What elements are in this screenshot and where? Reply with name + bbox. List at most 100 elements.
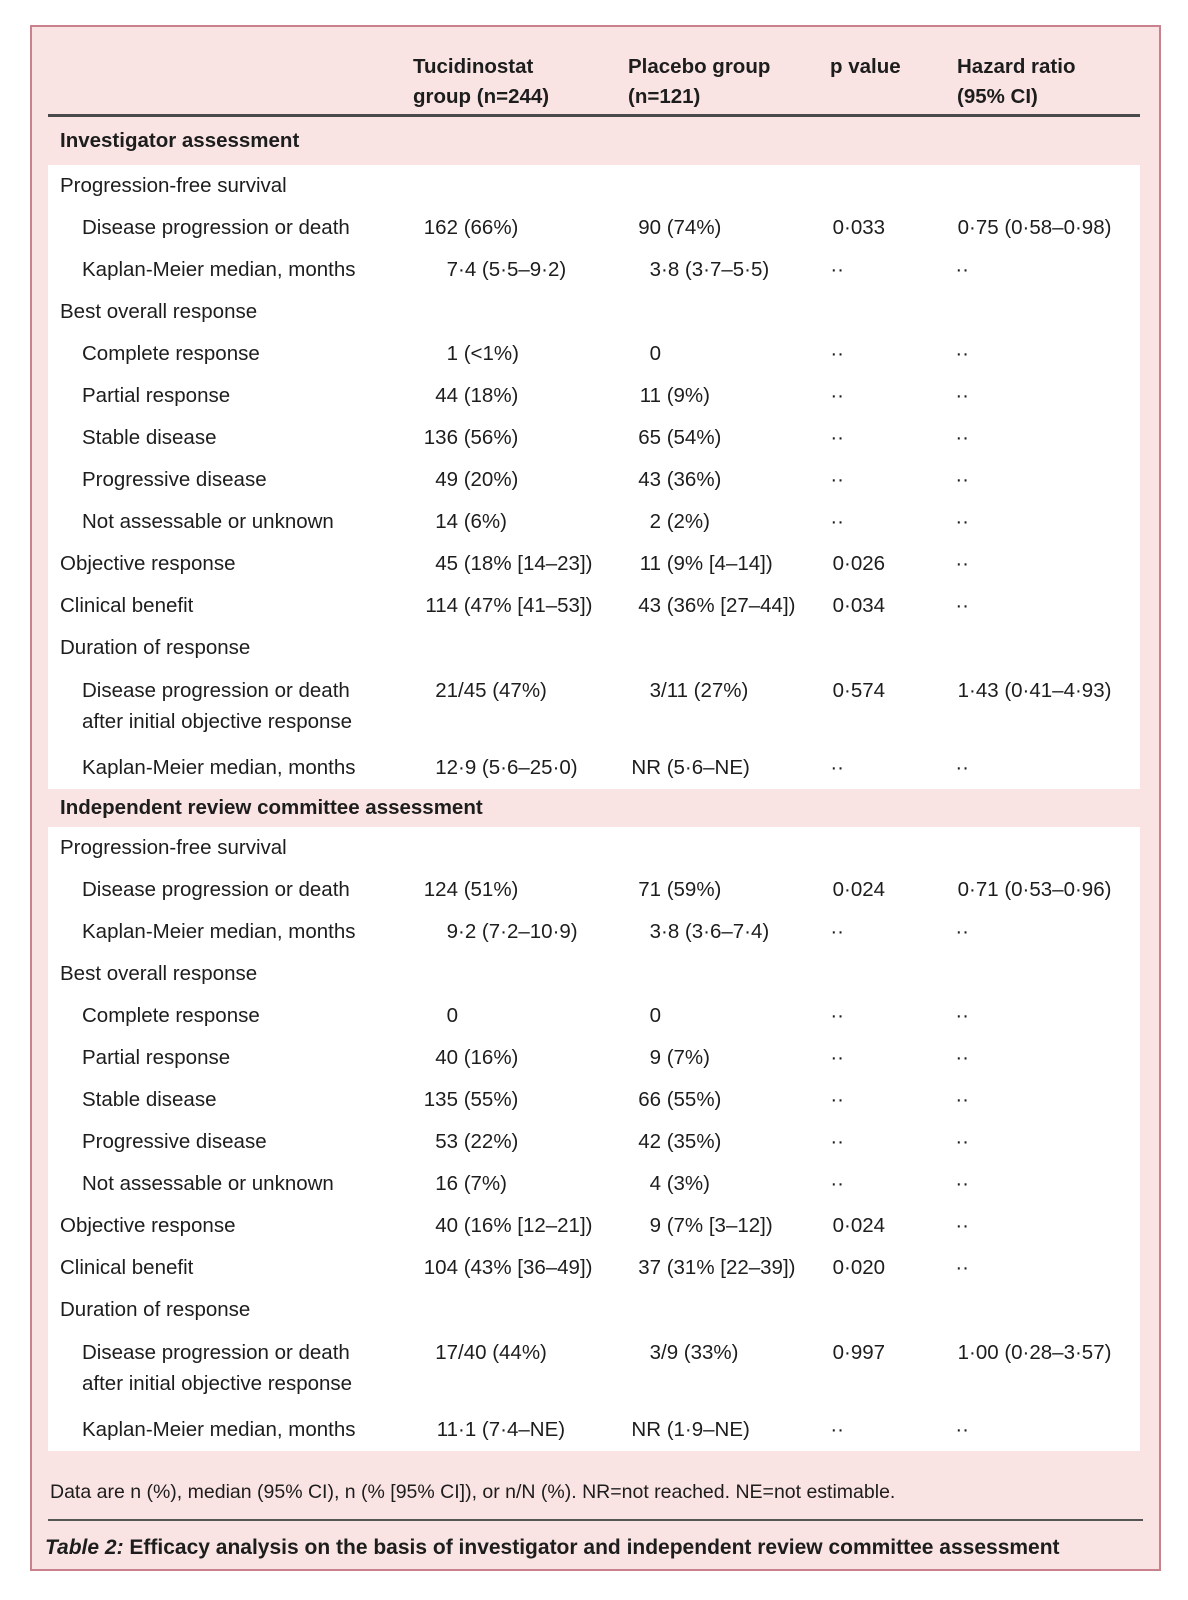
column-header-line: (n=121) — [628, 85, 701, 108]
row-label: Duration of response — [60, 1298, 400, 1322]
cell-value-rest: ·71 (0·53–0·96) — [969, 878, 1112, 901]
cell-value-aligned: 3 — [649, 920, 661, 943]
cell-value-aligned: ·· — [830, 1088, 844, 1111]
cell-value-aligned: ·· — [955, 1172, 969, 1195]
cell-value-rest: ·2 (7·2–10·9) — [458, 920, 578, 943]
table-cell: 43 (36% [27–44]) — [603, 594, 805, 618]
table-cell: 11 (9%) — [603, 384, 805, 408]
cell-value-rest: (9%) — [661, 384, 710, 407]
cell-value-rest: ·034 — [844, 594, 886, 617]
row-label: Clinical benefit — [60, 594, 400, 618]
row-label: Stable disease — [60, 1088, 400, 1112]
table-cell: 114 (47% [41–53]) — [400, 594, 603, 618]
row-label-line: Progression-free survival — [60, 836, 287, 859]
table-cell: 21/45 (47%) — [400, 669, 603, 706]
cell-value-rest: (6%) — [458, 510, 507, 533]
cell-value-aligned: 2 — [649, 510, 661, 533]
group-row: Duration of response — [48, 1289, 1140, 1331]
cell-value-rest: ·75 (0·58–0·98) — [969, 216, 1112, 239]
cell-value-aligned: 42 — [638, 1130, 661, 1153]
table-caption-text: Efficacy analysis on the basis of invest… — [123, 1536, 1060, 1559]
cell-value-rest: /45 (47%) — [458, 679, 547, 702]
table-cell: 0·034 — [805, 594, 925, 618]
cell-value-aligned: 0 — [649, 342, 661, 365]
cell-value-aligned: 53 — [435, 1130, 458, 1153]
row-label-line: Kaplan-Meier median, months — [82, 258, 356, 281]
cell-value-aligned: ·· — [955, 384, 969, 407]
cell-value-aligned: 135 — [423, 1088, 458, 1111]
cell-value-aligned: 3 — [649, 1341, 661, 1364]
cell-value-rest: (20%) — [458, 468, 519, 491]
cell-value-rest: (51%) — [458, 878, 519, 901]
row-label: Complete response — [60, 342, 400, 366]
cell-value-rest: (55%) — [661, 1088, 722, 1111]
row-label-line: Disease progression or death — [82, 1341, 350, 1364]
table-cell: 0·024 — [805, 878, 925, 902]
cell-value-rest: /9 (33%) — [661, 1341, 739, 1364]
table-footnote: Data are n (%), median (95% CI), n (% [9… — [50, 1481, 896, 1503]
cell-value-aligned: 104 — [423, 1256, 458, 1279]
table-panel: Tucidinostat group (n=244) Placebo group… — [30, 25, 1161, 1571]
cell-value-aligned: 0 — [832, 1341, 844, 1364]
table-cell: 0 — [603, 342, 805, 366]
table-cell: ·· — [805, 1418, 925, 1442]
table-cell: ·· — [925, 1046, 1140, 1070]
cell-value-aligned: 0 — [832, 216, 844, 239]
table-row: Not assessable or unknown 16 (7%) 4 (3%) ··… — [48, 1163, 1140, 1205]
cell-value-rest: (16% [12–21]) — [458, 1214, 593, 1237]
table-cell: 9·2 (7·2–10·9) — [400, 920, 603, 944]
cell-value-aligned: 43 — [638, 594, 661, 617]
row-label: Complete response — [60, 1004, 400, 1028]
cell-value-aligned: 0 — [649, 1004, 661, 1027]
table-cell: 17/40 (44%) — [400, 1331, 603, 1368]
table-row: Disease progression or death 124 (51%) 71 … — [48, 869, 1140, 911]
column-header-empty — [60, 52, 400, 114]
table-cell: 3/9 (33%) — [603, 1331, 805, 1368]
row-label-line: Progression-free survival — [60, 174, 287, 197]
cell-value-aligned: 0 — [832, 679, 844, 702]
cell-value-aligned: ·· — [830, 1418, 844, 1441]
table-row: Kaplan-Meier median, months 7·4 (5·5–9·2)… — [48, 249, 1140, 291]
row-label: Progressive disease — [60, 1130, 400, 1154]
table-caption: Table 2: Efficacy analysis on the basis … — [32, 1533, 1159, 1563]
table-cell: 9 (7% [3–12]) — [603, 1214, 805, 1238]
cell-value-aligned: ·· — [955, 1130, 969, 1153]
row-label: Kaplan-Meier median, months — [60, 756, 400, 780]
row-label: Best overall response — [60, 300, 400, 324]
table-cell: 136 (56%) — [400, 426, 603, 450]
table-row: Stable disease 136 (56%) 65 (54%) ·· ·· — [48, 417, 1140, 459]
cell-value-aligned: 136 — [423, 426, 458, 449]
table-cell: 3/11 (27%) — [603, 669, 805, 706]
cell-value-rest: (2%) — [661, 510, 710, 533]
cell-value-aligned: 17 — [435, 1341, 458, 1364]
table-cell: 104 (43% [36–49]) — [400, 1256, 603, 1280]
cell-value-aligned: ·· — [830, 510, 844, 533]
row-label-line: Stable disease — [82, 426, 217, 449]
row-label-line: Kaplan-Meier median, months — [82, 756, 356, 779]
column-header-line: p value — [830, 55, 901, 78]
cell-value-aligned: 71 — [638, 878, 661, 901]
table-cell: 53 (22%) — [400, 1130, 603, 1154]
cell-value-rest: (36%) — [661, 468, 722, 491]
table-row: Complete response 0 0 ·· ·· — [48, 995, 1140, 1037]
cell-value-aligned: 3 — [649, 258, 661, 281]
cell-value-aligned: 37 — [638, 1256, 661, 1279]
cell-value-rest: (47% [41–53]) — [458, 594, 593, 617]
cell-value-aligned: ·· — [955, 594, 969, 617]
cell-value-aligned: 11 — [436, 1418, 458, 1441]
row-label: Not assessable or unknown — [60, 1172, 400, 1196]
row-label-line: Kaplan-Meier median, months — [82, 1418, 356, 1441]
cell-value-rest: (43% [36–49]) — [458, 1256, 593, 1279]
table-cell: 16 (7%) — [400, 1172, 603, 1196]
cell-value-aligned: ·· — [955, 756, 969, 779]
cell-value-rest: ·43 (0·41–4·93) — [969, 679, 1112, 702]
row-label: Disease progression or death — [60, 216, 400, 240]
cell-value-aligned: 0 — [832, 878, 844, 901]
cell-value-aligned: 43 — [638, 468, 661, 491]
table-cell: NR (5·6–NE) — [603, 756, 805, 780]
table-cell: 2 (2%) — [603, 510, 805, 534]
table-cell: ·· — [925, 384, 1140, 408]
row-label-line: Best overall response — [60, 962, 258, 985]
cell-value-rest: (59%) — [661, 878, 722, 901]
